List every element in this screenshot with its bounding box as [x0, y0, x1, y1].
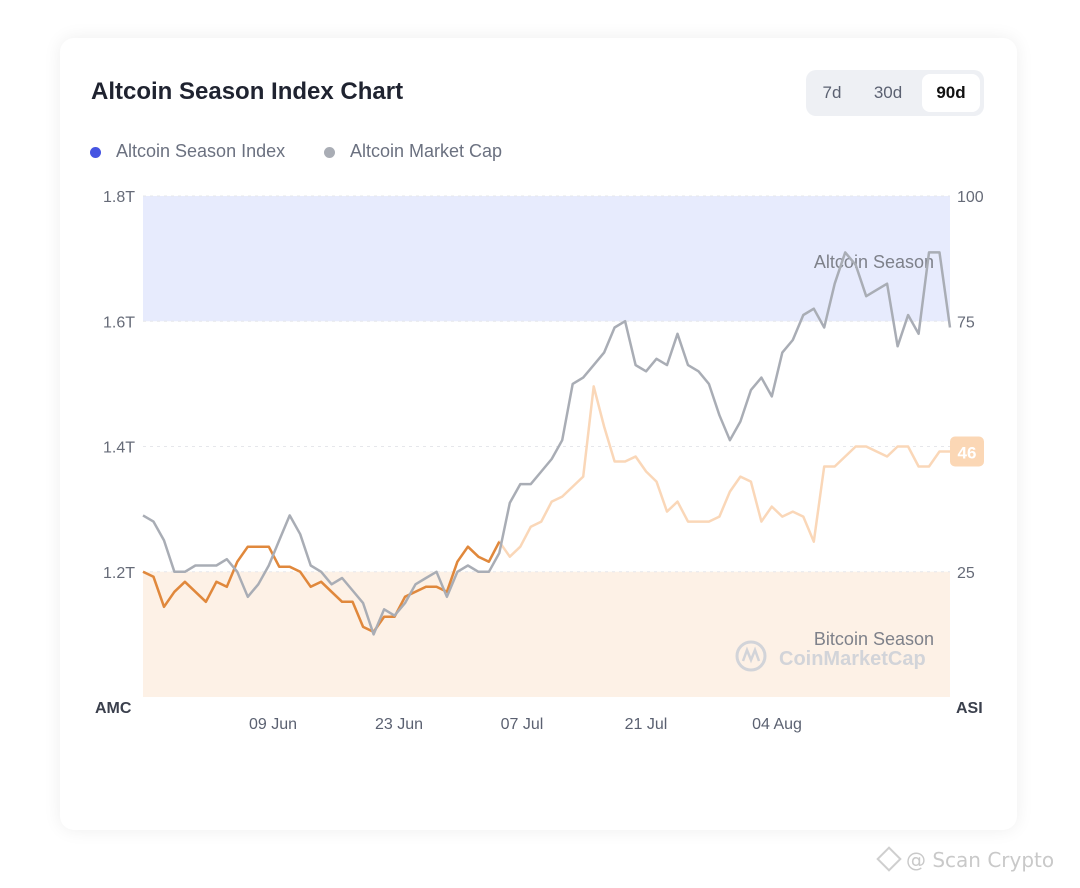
left-axis-tick: 1.4T	[103, 440, 135, 457]
legend-dot-icon	[324, 147, 335, 158]
right-axis-tick: 100	[957, 189, 984, 206]
x-axis-tick: 09 Jun	[249, 716, 297, 733]
legend-label: Altcoin Market Cap	[350, 141, 503, 161]
altcoin-season-zone	[143, 196, 950, 322]
coinmarketcap-logo-mark	[741, 646, 761, 664]
left-axis-tick: 1.8T	[103, 189, 135, 206]
zone-label-altcoin-season: Altcoin Season	[814, 252, 934, 272]
watermark-text: @ Scan Crypto	[906, 848, 1055, 872]
diamond-logo-icon	[876, 846, 902, 872]
legend-label: Altcoin Season Index	[116, 141, 286, 161]
tab-30d[interactable]: 30d	[873, 83, 903, 102]
current-index-value: 46	[958, 444, 977, 463]
left-axis-tick: 1.2T	[103, 565, 135, 582]
tab-7d[interactable]: 7d	[822, 83, 842, 102]
timeframe-tabs: 7d 30d 90d	[806, 70, 984, 116]
chart-title: Altcoin Season Index Chart	[91, 78, 404, 105]
tab-90d[interactable]: 90d	[922, 74, 980, 112]
right-axis-label: ASI	[956, 700, 983, 717]
chart-card	[60, 38, 1017, 830]
left-axis-label: AMC	[95, 700, 132, 717]
x-axis-tick: 07 Jul	[501, 716, 544, 733]
left-axis-tick: 1.6T	[103, 314, 135, 331]
watermark: @ Scan Crypto	[876, 846, 1055, 872]
right-axis-tick: 75	[957, 314, 975, 331]
legend-dot-icon	[90, 147, 101, 158]
right-axis-tick: 25	[957, 565, 975, 582]
coinmarketcap-logo-icon	[735, 640, 767, 672]
x-axis-tick: 23 Jun	[375, 716, 423, 733]
zone-label-bitcoin-season: Bitcoin Season	[814, 629, 934, 649]
series-line-altcoin-season-index-bitcoin-zone	[142, 541, 501, 634]
coinmarketcap-brand-text: CoinMarketCap	[779, 648, 926, 670]
current-index-badge	[950, 436, 984, 467]
x-axis-tick: 21 Jul	[625, 716, 668, 733]
coinmarketcap-watermark	[735, 640, 767, 672]
bitcoin-season-zone	[143, 571, 950, 697]
x-axis-tick: 04 Aug	[752, 716, 802, 733]
series-line-altcoin-market-cap	[142, 251, 952, 636]
